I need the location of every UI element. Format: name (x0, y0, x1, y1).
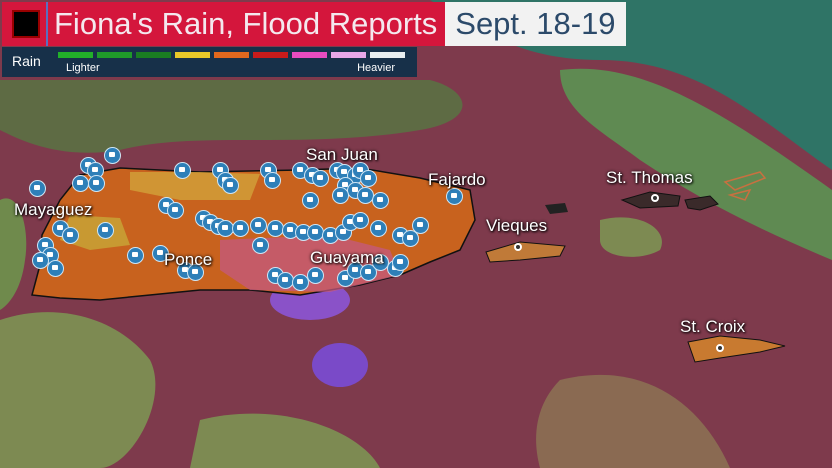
page-title: Fiona's Rain, Flood Reports (54, 6, 438, 41)
label-st-croix: St. Croix (680, 317, 746, 336)
flood-report-icon[interactable] (292, 274, 309, 291)
label-ponce: Ponce (164, 250, 213, 269)
legend-swatch (175, 52, 210, 58)
island-culebra (545, 203, 568, 214)
date-range: Sept. 18-19 (445, 2, 626, 46)
flood-report-icon[interactable] (264, 172, 281, 189)
flood-report-icon[interactable] (352, 212, 369, 229)
flood-report-icon[interactable] (29, 180, 46, 197)
flood-report-icon[interactable] (232, 220, 249, 237)
rain-band-green-mid (600, 217, 662, 257)
rain-band-green-se (536, 374, 730, 468)
flood-report-icon[interactable] (357, 187, 374, 204)
st-thomas-dot (651, 194, 659, 202)
flood-report-icon[interactable] (360, 170, 377, 187)
label-fajardo: Fajardo (428, 170, 486, 189)
flood-report-icon[interactable] (307, 267, 324, 284)
flood-report-icon[interactable] (250, 217, 267, 234)
rain-yellow-west (60, 215, 130, 250)
rain-band-green-s (190, 413, 380, 468)
flood-report-icon[interactable] (88, 175, 105, 192)
flood-report-icon[interactable] (62, 227, 79, 244)
label-mayaguez: Mayaguez (14, 200, 93, 219)
flood-report-icon[interactable] (282, 222, 299, 239)
legend-swatches (58, 52, 405, 58)
flood-report-icon[interactable] (187, 264, 204, 281)
header-banner: Fiona's Rain, Flood Reports Sept. 18-19 (2, 2, 626, 46)
legend-swatch (58, 52, 93, 58)
label-guayama: Guayama (310, 248, 384, 267)
legend-swatch (292, 52, 327, 58)
flood-report-icon[interactable] (312, 170, 329, 187)
flood-report-icon[interactable] (332, 187, 349, 204)
flood-report-icon[interactable] (252, 237, 269, 254)
flood-report-icon[interactable] (72, 175, 89, 192)
flood-report-icon[interactable] (412, 217, 429, 234)
flood-report-icon[interactable] (370, 220, 387, 237)
label-st-thomas: St. Thomas (606, 168, 693, 187)
legend-low-label: Lighter (66, 62, 100, 74)
flood-report-icon[interactable] (302, 192, 319, 209)
legend-swatch (97, 52, 132, 58)
flood-report-icon[interactable] (167, 202, 184, 219)
flood-report-icon[interactable] (402, 230, 419, 247)
rain-band-green-sw (0, 312, 156, 468)
legend-label: Rain (12, 53, 41, 69)
flood-report-icon[interactable] (277, 272, 294, 289)
legend-swatch (136, 52, 171, 58)
legend-swatch (331, 52, 366, 58)
flood-report-icon[interactable] (127, 247, 144, 264)
flood-report-icon[interactable] (152, 245, 169, 262)
flood-report-icon[interactable] (372, 192, 389, 209)
islets-bvi (723, 171, 767, 201)
island-vieques (485, 241, 566, 263)
rain-band-green-west (0, 198, 27, 310)
flood-report-icon[interactable] (104, 147, 121, 164)
flood-report-icon[interactable] (222, 177, 239, 194)
flood-report-icon[interactable] (360, 264, 377, 281)
flood-report-icon[interactable] (47, 260, 64, 277)
flood-report-icon[interactable] (174, 162, 191, 179)
rain-legend: Rain Lighter Heavier (2, 47, 417, 77)
legend-high-label: Heavier (357, 62, 395, 74)
label-san-juan: San Juan (306, 145, 378, 164)
island-st-john (684, 195, 719, 211)
flood-report-icon[interactable] (32, 252, 49, 269)
flood-report-icon[interactable] (392, 254, 409, 271)
legend-swatch (253, 52, 288, 58)
label-vieques: Vieques (486, 216, 548, 235)
legend-swatch (214, 52, 249, 58)
vieques-dot (514, 243, 522, 251)
legend-swatch (370, 52, 405, 58)
st-croix-dot (716, 344, 724, 352)
flood-report-icon[interactable] (97, 222, 114, 239)
rain-band-green-ne (560, 68, 832, 260)
rain-band-green-nw (0, 80, 463, 153)
flood-report-icon[interactable] (267, 220, 284, 237)
flood-report-icon[interactable] (446, 188, 463, 205)
island-st-croix (687, 335, 786, 363)
brand-logo (12, 10, 40, 38)
title-divider (46, 2, 48, 46)
heavy-rain-purple (312, 343, 368, 387)
title-box: Fiona's Rain, Flood Reports (2, 2, 446, 46)
